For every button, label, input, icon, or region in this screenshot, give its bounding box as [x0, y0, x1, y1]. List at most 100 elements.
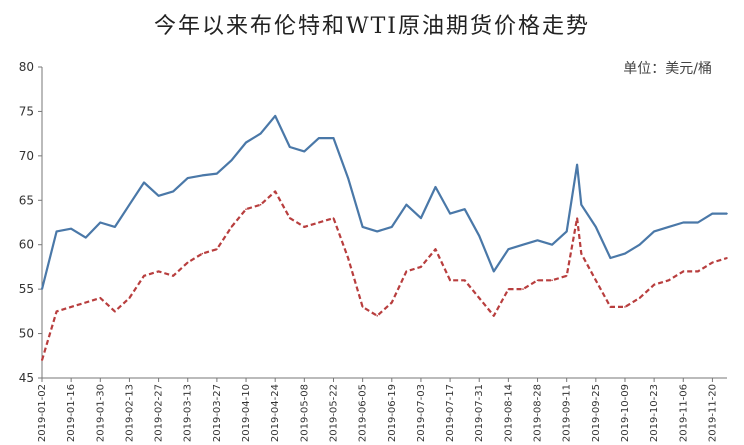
series-1-point [114, 310, 116, 313]
x-tick-label: 2019-10-09 [620, 384, 631, 442]
series-0-point [128, 203, 131, 206]
x-tick-label: 2019-01-16 [66, 384, 77, 442]
series-1-point [551, 279, 553, 282]
series-0-point [478, 235, 481, 237]
series-0-point [361, 226, 364, 228]
series-0-point [463, 208, 466, 210]
series-0-point [347, 177, 349, 179]
series-1-point [303, 226, 306, 228]
x-tick-label: 2019-07-17 [445, 384, 456, 442]
series-0-point [493, 270, 495, 273]
series-0-point [376, 230, 379, 233]
x-tick-label: 2019-01-30 [95, 384, 106, 442]
series-0-point [172, 190, 174, 193]
series-1-point [463, 279, 466, 282]
x-tick-label: 2019-03-27 [212, 384, 223, 442]
y-tick-label: 80 [19, 60, 34, 74]
series-0-point [303, 150, 306, 153]
series-1-point [711, 261, 714, 264]
series-0-point [624, 252, 626, 255]
series-0-point [143, 181, 145, 184]
x-tick-label: 2019-04-24 [270, 384, 281, 442]
series-1-point [289, 217, 291, 219]
series-1-point [186, 261, 189, 264]
series-0-point [201, 174, 204, 177]
y-tick-label: 70 [19, 149, 34, 163]
series-1-point [157, 270, 160, 273]
series-0-point [522, 243, 524, 246]
series-1-point [172, 275, 174, 277]
series-1-point [420, 266, 422, 268]
series-0-point [41, 288, 43, 290]
series-0-point [230, 159, 233, 162]
series-0-point [114, 226, 116, 228]
series-1-point [405, 270, 408, 273]
axes: 45 50 55 60 65 70 75 80 2019-01-02 2019-01-16 2019… [19, 60, 727, 442]
series-0-point [70, 227, 72, 230]
series-1-point [70, 306, 72, 308]
x-tick-label: 2019-11-20 [707, 384, 718, 442]
series-1-point [580, 252, 583, 255]
series-1-point [595, 279, 597, 282]
x-tick-label: 2019-08-14 [503, 384, 514, 442]
unit-label: 单位：美元/桶 [623, 61, 712, 77]
x-tick-label: 2019-02-13 [124, 384, 135, 442]
y-tick-label: 45 [19, 371, 34, 385]
series-0-point [332, 137, 335, 139]
x-tick-label: 2019-03-13 [183, 384, 194, 442]
series-1-point [55, 310, 58, 313]
series-1-point [361, 306, 364, 308]
series-1-point [41, 359, 43, 362]
series-0-point [289, 146, 291, 148]
series-0-point [536, 239, 539, 242]
series-0-point [186, 177, 189, 179]
series-0-point [157, 195, 160, 197]
series-1-point [245, 208, 247, 210]
series-0-point [405, 203, 408, 206]
series-0-point [216, 172, 218, 175]
series-1-point [449, 279, 451, 282]
series-0-point [609, 257, 612, 259]
series-0-point [245, 141, 247, 144]
series-lines [40, 114, 728, 362]
y-tick-label: 65 [19, 193, 34, 207]
series-1-point [318, 221, 320, 224]
series-0-point [391, 226, 393, 228]
y-tick-label: 60 [19, 238, 34, 252]
series-1-point [128, 297, 131, 299]
x-tick-label: 2019-10-23 [649, 384, 660, 442]
y-tick-label: 75 [19, 104, 34, 118]
x-tick-label: 2019-05-08 [299, 384, 310, 442]
x-tick-label: 2019-01-02 [37, 384, 48, 442]
series-1-point [609, 306, 612, 308]
x-tick-label: 2019-07-03 [416, 384, 427, 442]
series-0-point [274, 115, 277, 117]
series-0-point [653, 230, 655, 233]
series-1-point [536, 279, 539, 282]
series-1-point [99, 297, 102, 299]
series-0-point [420, 217, 422, 219]
x-tick-label: 2019-09-11 [562, 384, 573, 442]
series-1-point [391, 301, 393, 304]
series-0-point [318, 137, 320, 139]
x-tick-label: 2019-06-19 [387, 384, 398, 442]
x-tick-label: 2019-07-31 [474, 384, 485, 442]
series-1-point [638, 297, 641, 299]
series-1-point [332, 217, 335, 219]
series-0-point [682, 221, 685, 224]
series-1-point [522, 288, 524, 290]
series-1-point [624, 306, 626, 308]
series-1-point [565, 275, 568, 277]
series-0-point [697, 221, 699, 224]
x-tick-label: 2019-05-22 [328, 384, 339, 442]
series-1-point [653, 283, 655, 286]
series-1-point [682, 270, 685, 273]
series-0-point [576, 163, 578, 166]
series-0-point [99, 221, 102, 224]
chart-title: 今年以来布伦特和WTI原油期货价格走势 [154, 14, 590, 39]
series-0-point [449, 212, 451, 215]
series-0-point [507, 248, 510, 250]
y-tick-label: 50 [19, 327, 34, 341]
series-1-point [493, 315, 495, 317]
